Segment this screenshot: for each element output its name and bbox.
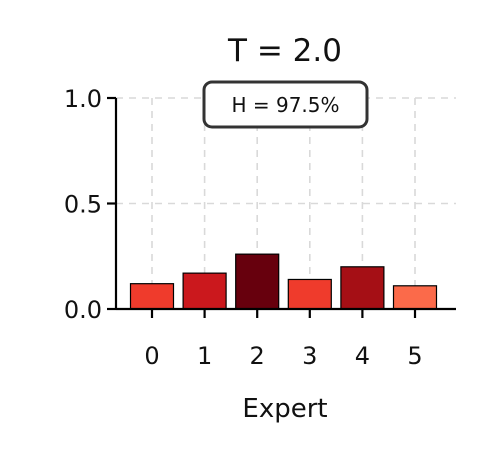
- y-tick-label-0: 0.0: [64, 296, 102, 324]
- y-tick-label-1: 0.5: [64, 191, 102, 219]
- x-tick-label-5: 5: [407, 342, 422, 370]
- bar-expert-3: [287, 278, 332, 310]
- entropy-annotation: H = 97.5%: [202, 80, 369, 129]
- x-tick-label-3: 3: [302, 342, 317, 370]
- bar-expert-1: [182, 272, 227, 310]
- bars-layer: [129, 253, 438, 310]
- chart-title: T = 2.0: [227, 33, 342, 69]
- x-axis-label: Expert: [242, 394, 327, 424]
- bar-expert-4: [340, 266, 385, 310]
- x-tick-label-4: 4: [355, 342, 370, 370]
- bar-expert-5: [392, 285, 438, 310]
- y-tick-label-2: 1.0: [64, 85, 102, 113]
- annotation-text: H = 97.5%: [231, 93, 339, 117]
- x-tick-label-0: 0: [144, 342, 159, 370]
- bar-expert-0: [129, 283, 175, 310]
- ticks-layer: 0.0 0.5 1.0 0 1 2 3 4 5: [64, 85, 423, 370]
- x-tick-label-1: 1: [197, 342, 212, 370]
- grid-layer: [116, 97, 456, 310]
- annotation-box: [202, 80, 369, 129]
- bar-expert-2: [235, 253, 280, 310]
- x-tick-label-2: 2: [250, 342, 265, 370]
